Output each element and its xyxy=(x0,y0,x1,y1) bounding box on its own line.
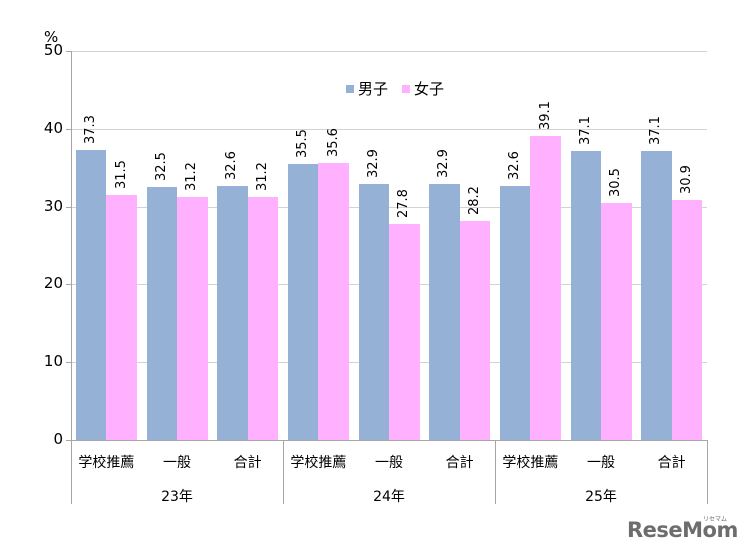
x-category-label: 合計 xyxy=(657,455,686,471)
group-divider xyxy=(283,440,284,504)
data-label: 31.2 xyxy=(254,162,270,192)
legend-item-male: 男子 xyxy=(346,78,388,99)
data-label: 30.5 xyxy=(608,167,624,197)
bar-female xyxy=(601,202,632,440)
group-divider xyxy=(71,440,72,504)
legend-swatch-female xyxy=(402,84,411,93)
bar-male xyxy=(75,149,107,440)
legend-label-male: 男子 xyxy=(358,80,389,98)
bar-male xyxy=(570,151,601,440)
gridline xyxy=(71,206,707,208)
data-label: 35.5 xyxy=(295,128,311,158)
x-category-label: 合計 xyxy=(445,455,474,471)
y-tick-label: 10 xyxy=(43,352,63,371)
data-label: 35.6 xyxy=(325,128,341,158)
bar-male xyxy=(217,186,248,440)
y-tick-mark xyxy=(66,284,71,286)
y-tick-mark xyxy=(66,128,71,130)
x-category-label: 一般 xyxy=(587,455,615,471)
x-category-label: 合計 xyxy=(233,455,262,471)
y-tick-label: 50 xyxy=(43,41,63,59)
bar-male xyxy=(429,184,460,440)
bar-female xyxy=(247,197,279,440)
x-group-label: 23年 xyxy=(161,489,193,505)
data-label: 27.8 xyxy=(396,188,412,218)
y-axis-unit: % xyxy=(44,28,59,46)
y-tick-label: 0 xyxy=(53,430,63,448)
data-label: 32.6 xyxy=(224,151,240,181)
data-label: 37.1 xyxy=(648,116,664,146)
data-label: 32.9 xyxy=(365,149,381,179)
data-label: 39.1 xyxy=(537,100,553,130)
bar-female xyxy=(106,194,137,440)
bar-female xyxy=(177,197,208,440)
resemom-logo: ReseMom リセマム xyxy=(627,516,738,542)
x-category-label: 学校推薦 xyxy=(290,455,347,471)
data-label: 32.6 xyxy=(507,151,523,181)
x-axis-line xyxy=(66,440,707,441)
legend-swatch-male xyxy=(346,84,354,93)
y-tick-mark xyxy=(66,51,71,52)
x-group-label: 24年 xyxy=(373,489,405,505)
bar-male xyxy=(641,151,672,440)
group-divider xyxy=(707,440,708,504)
x-category-label: 一般 xyxy=(375,455,403,471)
y-tick-mark xyxy=(66,206,71,208)
data-label: 31.5 xyxy=(113,159,129,189)
bar-male xyxy=(499,186,531,440)
group-divider xyxy=(495,440,496,504)
data-label: 31.2 xyxy=(184,162,200,192)
y-tick-label: 40 xyxy=(43,118,63,137)
legend-label-female: 女子 xyxy=(414,80,445,98)
logo-ruby: リセマム xyxy=(703,516,728,523)
bar-female xyxy=(389,223,420,440)
x-category-label: 学校推薦 xyxy=(78,455,135,471)
data-label: 30.9 xyxy=(678,164,694,194)
y-tick-label: 20 xyxy=(43,274,63,293)
data-label: 37.1 xyxy=(577,116,593,146)
bar-female xyxy=(530,135,561,440)
data-label: 32.9 xyxy=(436,149,452,179)
bar-male xyxy=(146,187,177,440)
data-label: 28.2 xyxy=(466,185,482,215)
bar-female xyxy=(459,220,491,440)
y-tick-mark xyxy=(66,362,71,364)
x-group-label: 25年 xyxy=(585,489,617,505)
x-category-label: 一般 xyxy=(163,455,191,471)
gridline xyxy=(71,51,707,52)
data-label: 32.5 xyxy=(153,152,169,182)
logo-text: ReseMom xyxy=(627,518,738,542)
legend: 男子 女子 xyxy=(346,78,454,99)
legend-item-female: 女子 xyxy=(402,78,444,99)
data-label: 37.3 xyxy=(83,114,99,144)
bar-male xyxy=(287,163,319,440)
y-axis-line xyxy=(71,51,72,440)
y-tick-label: 30 xyxy=(43,196,63,215)
x-category-label: 学校推薦 xyxy=(502,455,559,471)
bar-female xyxy=(671,199,703,440)
gridline xyxy=(71,128,707,130)
bar-female xyxy=(318,163,349,440)
bar-male xyxy=(358,184,389,440)
